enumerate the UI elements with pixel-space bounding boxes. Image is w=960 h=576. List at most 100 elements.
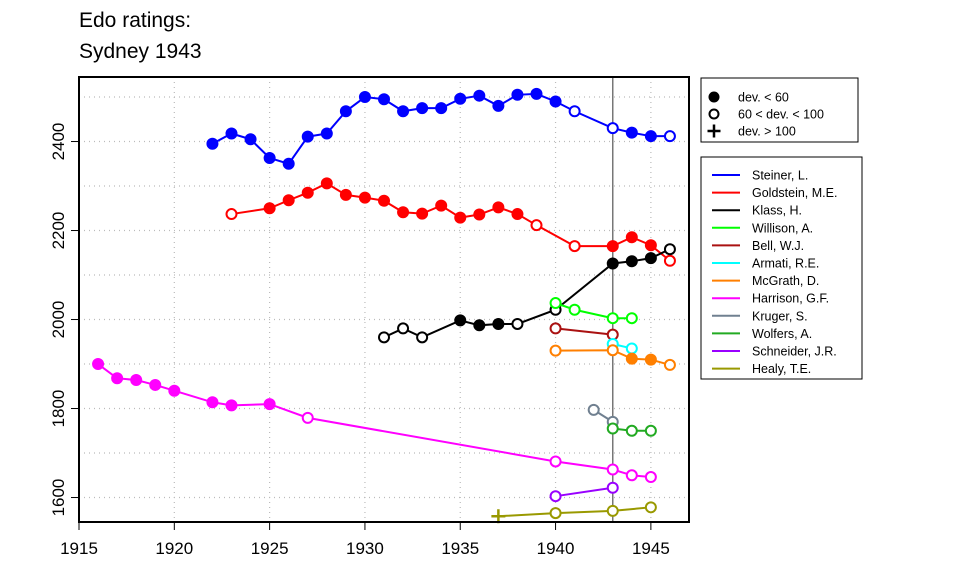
data-point xyxy=(549,344,562,357)
series-legend-box xyxy=(700,156,863,380)
series xyxy=(606,422,657,437)
marker-legend: dev. < 60 60 < dev. < 100 dev. > 100 xyxy=(700,77,859,143)
data-point xyxy=(225,399,238,412)
chart-title-line1: Edo ratings: xyxy=(79,9,192,32)
chart-title-line2: Sydney 1943 xyxy=(79,40,202,63)
x-tick-label: 1925 xyxy=(251,539,289,558)
y-tick-label: 2200 xyxy=(49,212,68,250)
data-point xyxy=(473,208,486,221)
data-point xyxy=(625,352,638,365)
data-point xyxy=(511,208,524,221)
data-point xyxy=(549,455,562,468)
data-point xyxy=(301,130,314,143)
x-tick-label: 1935 xyxy=(441,539,479,558)
data-point xyxy=(416,207,429,220)
data-point xyxy=(663,254,676,267)
data-point xyxy=(568,303,581,316)
data-point xyxy=(549,297,562,310)
data-point xyxy=(606,481,619,494)
data-point xyxy=(606,122,619,135)
legend-label: Goldstein, M.E. xyxy=(752,186,837,200)
data-point xyxy=(320,127,333,140)
data-point xyxy=(708,108,720,120)
data-point xyxy=(625,469,638,482)
x-tick-label: 1940 xyxy=(537,539,575,558)
legend-label: Armati, R.E. xyxy=(752,257,819,271)
data-point xyxy=(606,312,619,325)
y-tick-label: 2000 xyxy=(49,301,68,339)
marker-legend-box xyxy=(700,77,859,143)
legend-label: Kruger, S. xyxy=(752,309,808,323)
y-tick-label: 1600 xyxy=(49,479,68,517)
series xyxy=(549,481,619,503)
data-point xyxy=(339,105,352,118)
data-point xyxy=(473,319,486,332)
data-point xyxy=(473,89,486,102)
data-point xyxy=(587,403,600,416)
data-point xyxy=(663,243,676,256)
series-legend: Steiner, L. Goldstein, M.E. Klass, H. Willi… xyxy=(700,156,863,380)
legend-label: Healy, T.E. xyxy=(752,362,811,376)
series xyxy=(549,322,619,341)
legend-label: Harrison, G.F. xyxy=(752,292,829,306)
series-line xyxy=(555,486,613,498)
y-tick-label: 1800 xyxy=(49,390,68,428)
series-line xyxy=(498,506,651,518)
data-point xyxy=(378,93,390,106)
data-point xyxy=(644,130,657,143)
data-point xyxy=(149,378,162,391)
data-point xyxy=(244,133,257,146)
data-point xyxy=(625,424,638,437)
data-point xyxy=(644,353,657,366)
data-point xyxy=(301,411,314,424)
data-point xyxy=(606,504,619,517)
data-point xyxy=(416,331,429,344)
x-tick-label: 1945 xyxy=(632,539,670,558)
data-point xyxy=(625,126,638,139)
data-point xyxy=(644,471,657,484)
data-point xyxy=(530,219,543,232)
data-point xyxy=(511,88,524,101)
data-point xyxy=(282,194,295,207)
data-point xyxy=(263,398,276,411)
data-point xyxy=(492,201,505,214)
x-tick-label: 1915 xyxy=(60,539,98,558)
data-point xyxy=(625,231,638,244)
series xyxy=(549,344,676,371)
data-point xyxy=(225,127,238,140)
series-layer xyxy=(92,87,676,524)
data-point xyxy=(606,463,619,476)
data-point xyxy=(625,312,638,325)
data-point xyxy=(625,255,638,268)
legend-label: Klass, H. xyxy=(752,204,802,218)
data-point xyxy=(263,202,276,215)
x-tick-label: 1930 xyxy=(346,539,384,558)
series xyxy=(491,501,657,524)
data-point xyxy=(663,130,676,143)
data-point xyxy=(606,344,619,357)
data-point xyxy=(378,331,390,344)
series-line xyxy=(231,182,671,262)
axes: 1915 1920 1925 1930 1935 1940 1945 1600 1800 2000… xyxy=(49,77,670,558)
data-point xyxy=(435,199,448,212)
data-point xyxy=(416,102,429,115)
series xyxy=(549,297,638,325)
data-point xyxy=(454,314,467,327)
data-point xyxy=(263,151,276,164)
series xyxy=(378,243,676,344)
legend-label: Schneider, J.R. xyxy=(752,345,837,359)
data-point xyxy=(454,211,467,224)
data-point xyxy=(606,422,619,435)
data-point xyxy=(225,208,238,221)
data-point xyxy=(130,374,143,387)
series-line xyxy=(555,302,632,320)
series xyxy=(206,87,676,170)
series xyxy=(225,177,676,267)
legend-label: Wolfers, A. xyxy=(752,327,812,341)
x-tick-label: 1920 xyxy=(155,539,193,558)
data-point xyxy=(397,105,410,118)
data-point xyxy=(282,157,295,170)
data-point xyxy=(397,322,410,335)
data-point xyxy=(206,137,219,150)
